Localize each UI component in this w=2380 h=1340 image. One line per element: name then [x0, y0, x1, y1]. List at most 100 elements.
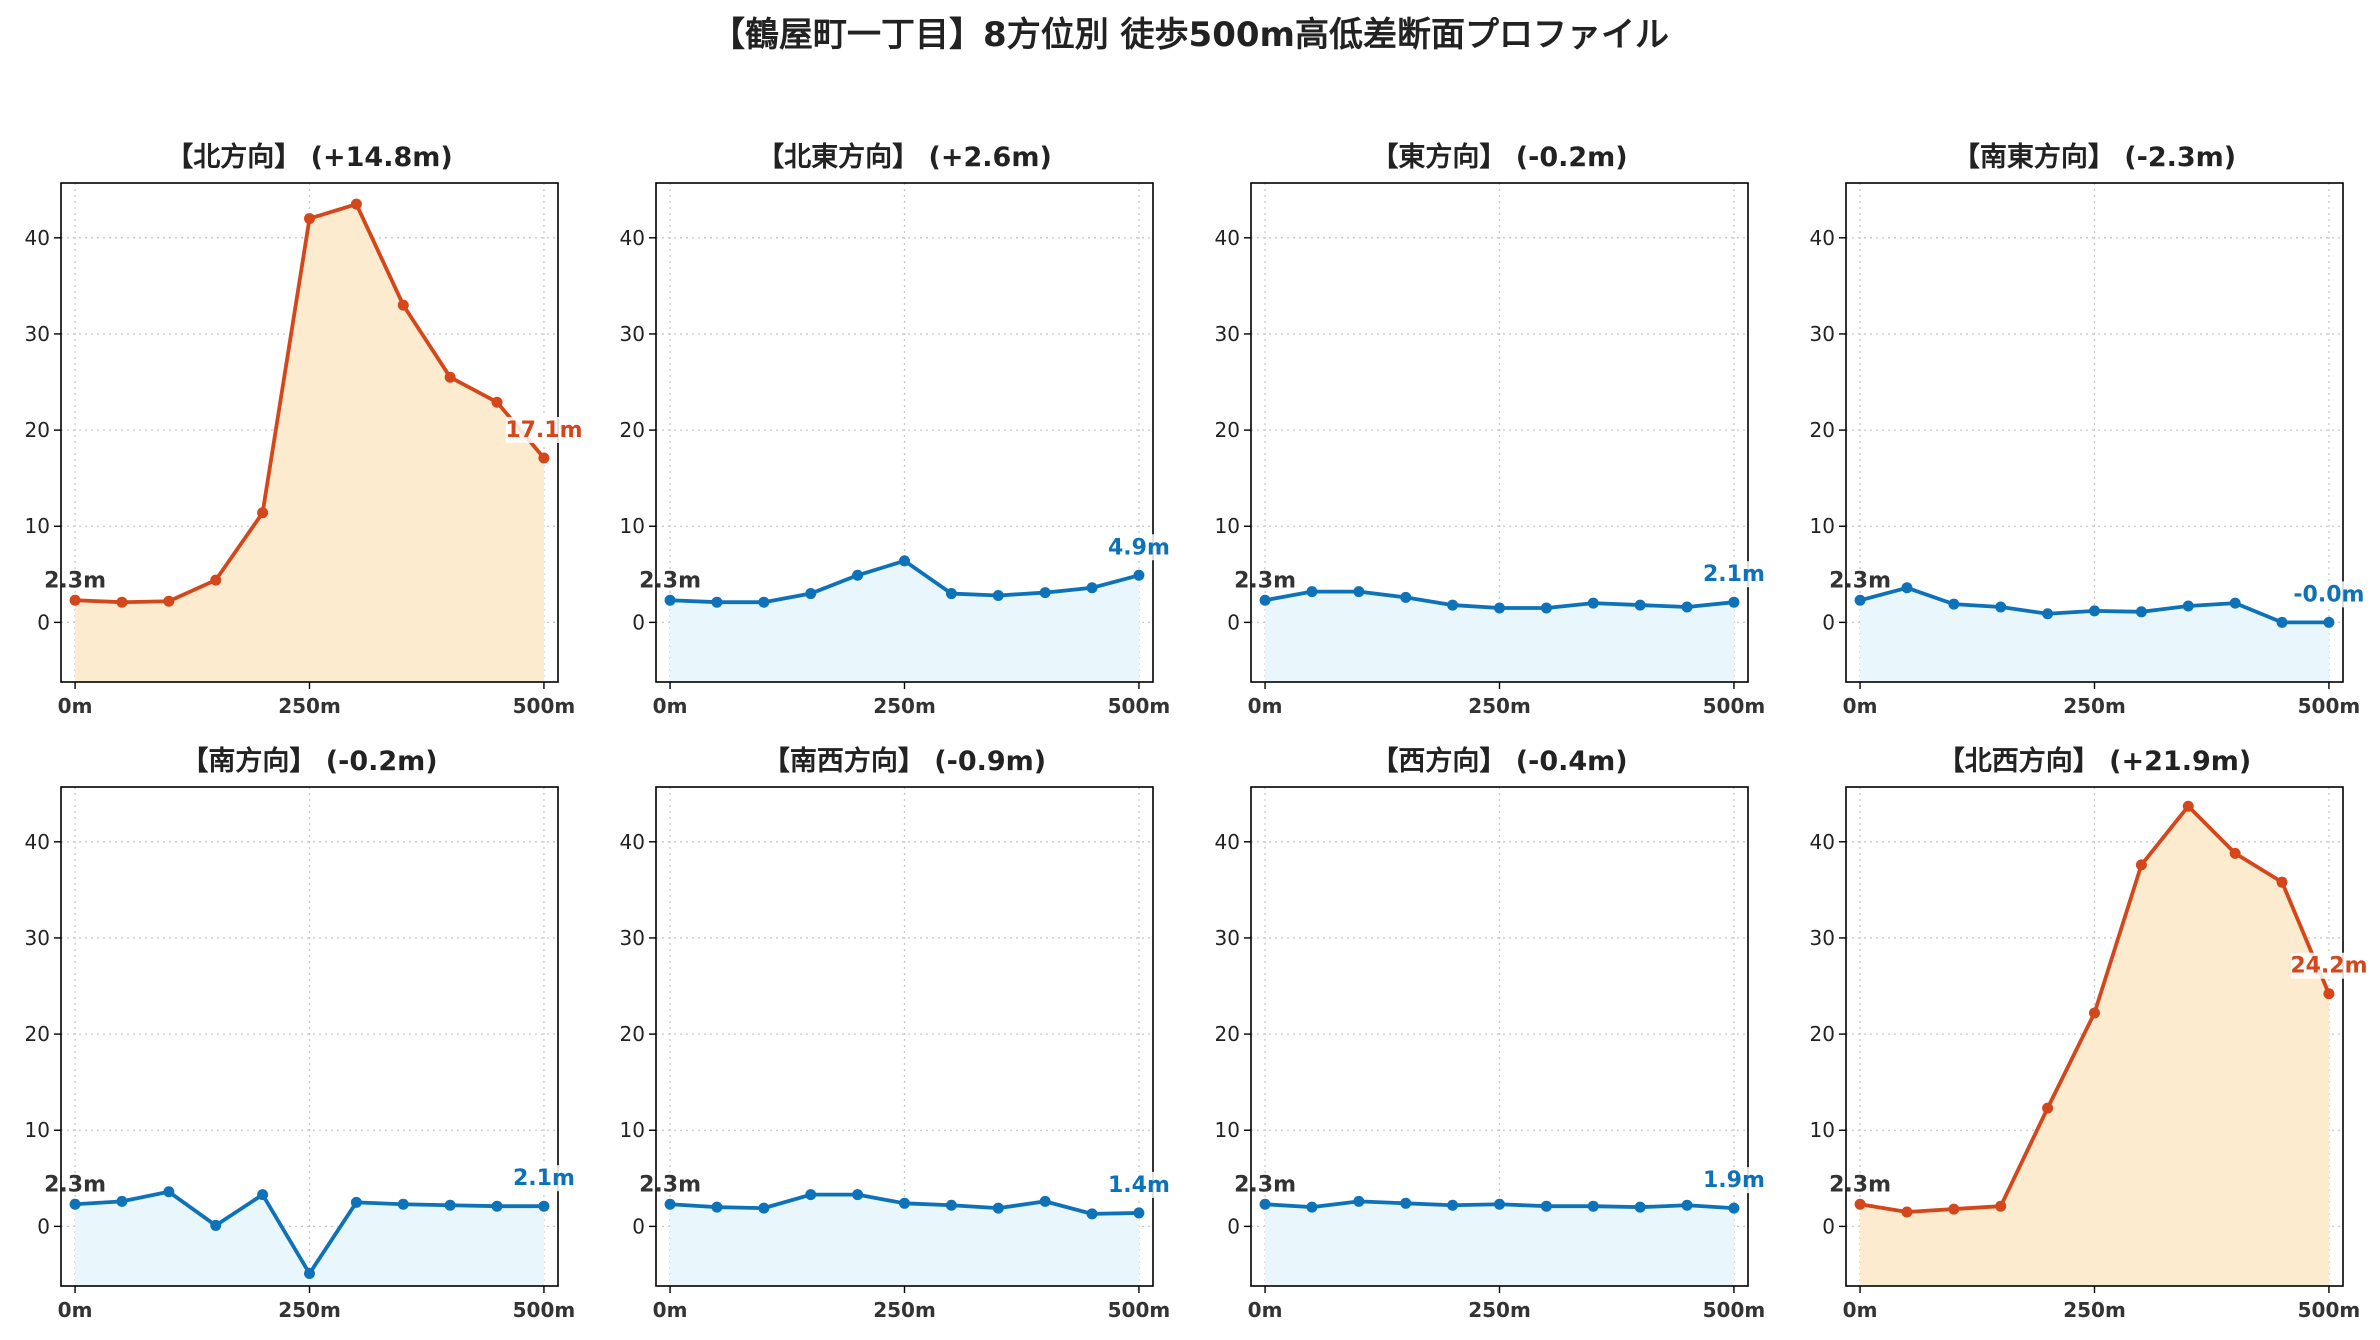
panel-1-point-1: [711, 596, 723, 608]
panel-1-xtick-label-0: 0m: [653, 694, 688, 718]
panel-5-area-fill: [670, 1194, 1139, 1286]
panel-3: 【南東方向】 (-2.3m) 0 10 20 30 40 0m 250m 500m 2.3m -0.…: [1810, 141, 2367, 718]
panel-0-point-7: [397, 299, 409, 311]
panel-1-point-9: [1086, 582, 1098, 594]
panel-1-point-4: [852, 569, 864, 581]
panel-0-point-5: [304, 213, 315, 225]
panel-7-point-1: [1901, 1206, 1913, 1218]
panel-3-ytick-label-1: 10: [1810, 514, 1835, 538]
panel-5-point-6: [945, 1199, 957, 1211]
panel-5-start-label: 2.3m: [639, 1172, 701, 1197]
panel-grid: 【北方向】 (+14.8m) 0 10 20 30 40 0m 250m 500m 2.3m 17.…: [25, 141, 2368, 1322]
panel-1-ytick-label-1: 10: [620, 514, 645, 538]
panel-2-area-fill: [1265, 591, 1734, 682]
panel-4-area-fill: [75, 1191, 544, 1286]
panel-7-point-0: [1854, 1198, 1866, 1210]
panel-0-ytick-label-0: 0: [37, 610, 50, 634]
panel-5-xtick-label-1: 250m: [873, 1298, 936, 1322]
panel-6-point-4: [1447, 1199, 1459, 1211]
panel-6-point-1: [1306, 1201, 1318, 1213]
panel-7-point-4: [2042, 1102, 2054, 1114]
panel-0-start-label: 2.3m: [44, 568, 106, 593]
panel-3-end-label-bg: [2290, 581, 2367, 608]
panel-2-title: 【東方向】 (-0.2m): [1371, 141, 1627, 173]
panel-6-ytick-label-2: 20: [1215, 1022, 1240, 1046]
panel-6-area-fill: [1265, 1201, 1734, 1286]
panel-7-ytick-label-0: 0: [1822, 1214, 1835, 1238]
panel-4: 【南方向】 (-0.2m) 0 10 20 30 40 0m 250m 500m 2.3m 2.1m: [25, 745, 582, 1322]
panel-3-ytick-label-4: 40: [1810, 226, 1835, 250]
panel-1-start-label: 2.3m: [639, 568, 701, 593]
panel-1-point-6: [945, 588, 957, 600]
panel-0: 【北方向】 (+14.8m) 0 10 20 30 40 0m 250m 500m 2.3m 17.…: [25, 141, 583, 718]
panel-2-xtick-label-2: 500m: [1703, 694, 1766, 718]
panel-2-point-7: [1587, 597, 1599, 609]
panel-5-point-8: [1039, 1195, 1051, 1207]
panel-1-title: 【北東方向】 (+2.6m): [757, 141, 1052, 173]
panel-5-xtick-label-0: 0m: [653, 1298, 688, 1322]
panel-0-point-3: [210, 574, 222, 586]
panel-6-start-label: 2.3m: [1234, 1172, 1296, 1197]
panel-7-point-8: [2229, 847, 2241, 859]
panel-6-xtick-label-1: 250m: [1468, 1298, 1531, 1322]
panel-4-point-3: [210, 1219, 222, 1231]
panel-1-ytick-label-0: 0: [632, 610, 645, 634]
panel-3-xtick-label-0: 0m: [1843, 694, 1878, 718]
panel-0-end-label-bg: [505, 416, 582, 443]
panel-0-end-label: 17.1m: [505, 418, 582, 443]
panel-4-point-6: [350, 1196, 362, 1208]
panel-0-point-2: [163, 595, 175, 607]
panel-3-ytick-label-2: 20: [1810, 418, 1835, 442]
panel-4-ytick-label-2: 20: [25, 1022, 50, 1046]
panel-5-point-0: [664, 1198, 676, 1210]
panel-0-ytick-label-3: 30: [25, 322, 50, 346]
panel-4-xtick-label-1: 250m: [278, 1298, 341, 1322]
panel-3-point-10: [2323, 616, 2335, 628]
panel-0-title: 【北方向】 (+14.8m): [166, 141, 452, 173]
figure-title: 【鶴屋町一丁目】8方位別 徒歩500m高低差断面プロファイル: [711, 15, 1669, 55]
panel-0-ytick-label-1: 10: [25, 514, 50, 538]
panel-0-ytick-label-4: 40: [25, 226, 50, 250]
panel-3-xtick-label-2: 500m: [2298, 694, 2361, 718]
panel-7-title: 【北西方向】 (+21.9m): [1938, 745, 2251, 777]
panel-3-point-3: [1995, 601, 2007, 613]
panel-2-point-9: [1681, 601, 1693, 613]
panel-7: 【北西方向】 (+21.9m) 0 10 20 30 40 0m 250m 500m 2.3m 24…: [1810, 745, 2368, 1322]
panel-6-xtick-label-2: 500m: [1703, 1298, 1766, 1322]
panel-1-ytick-label-4: 40: [620, 226, 645, 250]
panel-1-point-8: [1039, 587, 1051, 599]
panel-4-xtick-label-0: 0m: [58, 1298, 93, 1322]
panel-0-xtick-label-0: 0m: [58, 694, 93, 718]
panel-2-ytick-label-1: 10: [1215, 514, 1240, 538]
panel-4-point-1: [116, 1195, 128, 1207]
panel-2: 【東方向】 (-0.2m) 0 10 20 30 40 0m 250m 500m 2.3m 2.1m: [1215, 141, 1772, 718]
panel-7-xtick-label-0: 0m: [1843, 1298, 1878, 1322]
panel-2-point-2: [1353, 586, 1365, 598]
panel-3-ytick-label-3: 30: [1810, 322, 1835, 346]
panel-4-point-5: [304, 1268, 315, 1279]
panel-7-ytick-label-3: 30: [1810, 926, 1835, 950]
panel-6-end-label-bg: [1695, 1167, 1772, 1194]
panel-4-point-7: [397, 1198, 409, 1210]
panel-4-point-4: [257, 1189, 269, 1201]
panel-4-xtick-label-2: 500m: [513, 1298, 576, 1322]
panel-6-ytick-label-3: 30: [1215, 926, 1240, 950]
panel-3-point-0: [1854, 594, 1866, 606]
panel-3-point-5: [2089, 605, 2100, 617]
panel-2-point-10: [1728, 596, 1740, 608]
panel-3-point-6: [2135, 606, 2147, 618]
panel-4-point-8: [444, 1199, 456, 1211]
panel-6-ytick-label-0: 0: [1227, 1214, 1240, 1238]
panel-1-xtick-label-1: 250m: [873, 694, 936, 718]
panel-4-point-9: [491, 1200, 503, 1212]
panel-7-area-fill: [1860, 806, 2329, 1286]
panel-6-point-2: [1353, 1195, 1365, 1207]
panel-5: 【南西方向】 (-0.9m) 0 10 20 30 40 0m 250m 500m 2.3m 1.4…: [620, 745, 1177, 1322]
panel-0-point-9: [491, 396, 503, 408]
panel-7-ytick-label-1: 10: [1810, 1118, 1835, 1142]
panel-5-ytick-label-4: 40: [620, 830, 645, 854]
panel-3-point-9: [2276, 616, 2288, 628]
panel-3-end-label: -0.0m: [2293, 582, 2364, 607]
panel-4-ytick-label-0: 0: [37, 1214, 50, 1238]
panel-7-ytick-label-4: 40: [1810, 830, 1835, 854]
